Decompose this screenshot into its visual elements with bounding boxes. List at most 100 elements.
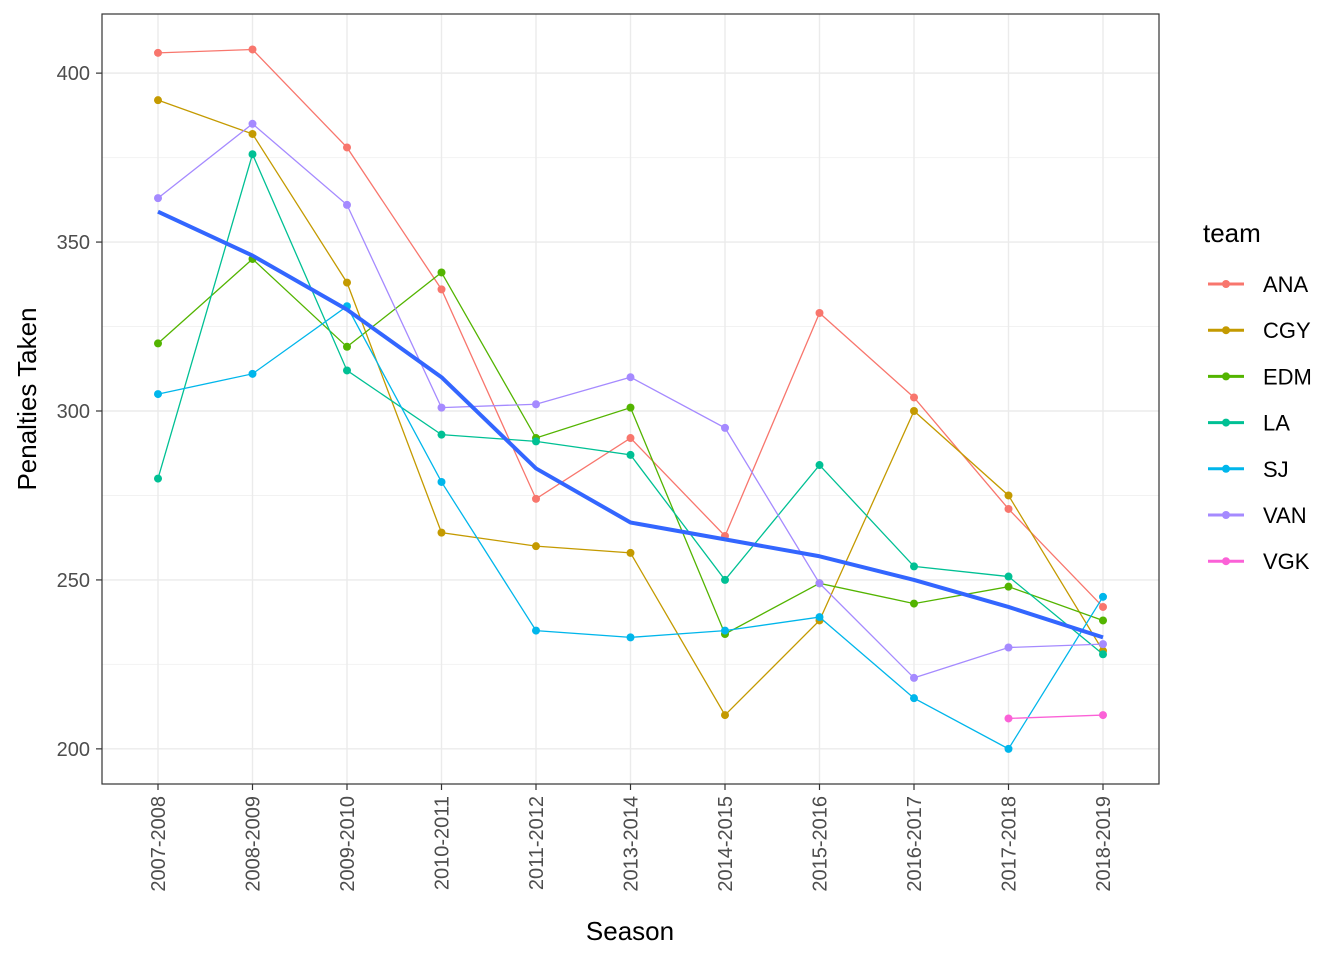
data-point-van <box>1099 640 1107 649</box>
x-tick-label: 2017-2018 <box>999 796 1021 892</box>
data-point-van <box>248 119 257 128</box>
data-point-la <box>154 474 162 483</box>
data-point-sj <box>1004 744 1013 753</box>
data-point-vgk <box>1004 714 1013 723</box>
data-point-ana <box>154 48 162 57</box>
x-tick-label: 2011-2012 <box>526 796 548 890</box>
legend-label-sj: SJ <box>1263 457 1289 482</box>
axes: 200 250 300 350 400 2007-2008 2008-2009 2009-20… <box>57 63 1115 892</box>
data-point-la <box>721 575 729 584</box>
data-point-vgk <box>1099 711 1107 720</box>
data-point-van <box>1004 643 1013 652</box>
data-point-sj <box>532 626 540 635</box>
data-point-la <box>248 150 257 159</box>
data-point-cgy <box>532 542 540 551</box>
data-point-ana <box>910 393 918 402</box>
legend-key-point <box>1222 326 1230 335</box>
x-tick-label: 2016-2017 <box>904 796 926 892</box>
data-point-cgy <box>721 711 729 720</box>
data-point-la <box>626 450 635 459</box>
data-point-ana <box>437 285 446 294</box>
data-point-sj <box>721 626 729 635</box>
data-point-sj <box>154 390 162 399</box>
data-point-van <box>626 373 635 382</box>
data-point-ana <box>532 494 540 503</box>
legend-label-edm: EDM <box>1263 364 1312 389</box>
series-layer <box>154 45 1107 753</box>
data-point-ana <box>1004 504 1013 513</box>
data-point-la <box>1099 650 1107 659</box>
legend-label-vgk: VGK <box>1263 549 1310 574</box>
data-point-ana <box>1099 602 1107 611</box>
legend-key-point <box>1222 372 1230 381</box>
y-tick-label: 250 <box>57 570 90 592</box>
legend-key-point <box>1222 464 1230 473</box>
data-point-cgy <box>343 278 351 287</box>
series-line-vgk <box>1008 714 1104 720</box>
data-point-cgy <box>248 129 257 138</box>
legend-label-la: LA <box>1263 411 1290 436</box>
y-tick-label: 200 <box>57 739 90 761</box>
data-point-la <box>437 430 446 439</box>
data-point-cgy <box>437 528 446 537</box>
data-point-edm <box>343 342 351 351</box>
x-tick-label: 2018-2019 <box>1093 796 1115 892</box>
legend-label-cgy: CGY <box>1263 318 1311 343</box>
data-point-edm <box>437 268 446 277</box>
data-point-la <box>815 461 824 470</box>
legend-label-van: VAN <box>1263 503 1307 528</box>
data-point-van <box>815 579 824 588</box>
data-point-van <box>154 194 162 203</box>
data-point-la <box>343 366 351 375</box>
data-point-sj <box>437 477 446 486</box>
data-point-la <box>1004 572 1013 581</box>
data-point-la <box>910 562 918 571</box>
data-point-la <box>532 437 540 446</box>
data-point-van <box>532 400 540 409</box>
data-point-van <box>910 673 918 682</box>
data-point-cgy <box>1004 491 1013 500</box>
data-point-van <box>721 423 729 432</box>
data-point-ana <box>248 45 257 54</box>
data-point-edm <box>1004 582 1013 591</box>
y-tick-label: 400 <box>57 63 90 85</box>
x-tick-label: 2014-2015 <box>715 796 737 892</box>
data-point-cgy <box>910 406 918 415</box>
data-point-sj <box>910 694 918 703</box>
data-point-edm <box>1099 616 1107 625</box>
x-tick-label: 2010-2011 <box>432 796 454 890</box>
legend-title: team <box>1203 218 1261 248</box>
data-point-van <box>343 200 351 209</box>
data-point-cgy <box>154 96 162 105</box>
x-tick-label: 2009-2010 <box>337 796 359 892</box>
legend: team ANA CGY EDM LA SJ VAN VGK <box>1203 218 1312 574</box>
legend-key-point <box>1222 511 1230 519</box>
data-point-edm <box>910 599 918 608</box>
data-point-cgy <box>626 548 635 557</box>
data-point-ana <box>815 309 824 318</box>
legend-key-point <box>1222 557 1230 566</box>
data-point-edm <box>626 403 635 412</box>
y-axis-title: Penalties Taken <box>12 307 42 490</box>
y-tick-label: 300 <box>57 401 90 423</box>
data-point-ana <box>626 434 635 443</box>
legend-label-ana: ANA <box>1263 272 1309 297</box>
legend-key-point <box>1222 280 1230 288</box>
legend-key-point <box>1222 418 1230 427</box>
data-point-edm <box>154 339 162 348</box>
data-point-ana <box>343 143 351 152</box>
data-point-sj <box>815 613 824 622</box>
x-tick-label: 2008-2009 <box>243 796 265 892</box>
x-tick-label: 2013-2014 <box>621 796 643 892</box>
smooth-trend-line <box>157 209 1104 640</box>
data-point-sj <box>626 633 635 642</box>
y-tick-label: 350 <box>57 232 90 254</box>
data-point-sj <box>248 369 257 378</box>
x-tick-label: 2015-2016 <box>810 796 832 892</box>
data-point-van <box>437 403 446 412</box>
x-tick-label: 2007-2008 <box>148 796 170 892</box>
x-axis-title: Season <box>586 916 674 946</box>
data-point-sj <box>1099 592 1107 601</box>
